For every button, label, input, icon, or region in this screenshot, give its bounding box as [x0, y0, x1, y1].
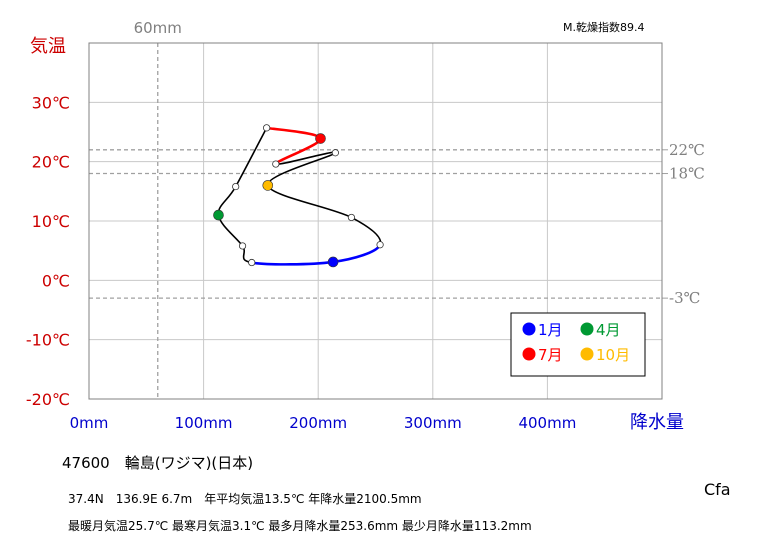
reference-lines: 60mm 22℃ 18℃ -3℃ [89, 19, 705, 399]
month-point [331, 149, 339, 157]
station-name: 47600 輪島(ワジマ)(日本) [62, 454, 254, 472]
legend-label: 1月 [538, 321, 563, 339]
legend-label: 4月 [596, 321, 621, 339]
curve-segment [351, 216, 382, 246]
x-tick-label: 200mm [289, 414, 347, 432]
curve-segment [266, 126, 322, 140]
ref-label-y: -3℃ [669, 289, 700, 307]
month-point-highlight [262, 180, 274, 191]
legend-marker [580, 322, 594, 336]
x-tick-label: 400mm [518, 414, 576, 432]
legend-marker [522, 322, 536, 336]
y-tick-label: 30℃ [32, 93, 70, 112]
plot-frame [88, 42, 663, 400]
curve-segment [234, 127, 268, 187]
y-tick-label: 10℃ [32, 212, 70, 231]
month-point [376, 241, 384, 249]
x-tick-label: 0mm [70, 414, 109, 432]
curve-segment [267, 184, 352, 219]
month-point [248, 258, 256, 267]
month-point [238, 242, 247, 250]
ref-label-y: 18℃ [669, 165, 705, 183]
legend: 1月 4月 7月 10月 [510, 312, 646, 377]
curve-segment [332, 243, 382, 264]
y-axis-label: 気温 [30, 36, 66, 57]
y-tick-label: -10℃ [26, 331, 70, 350]
month-point [232, 182, 240, 191]
ref-label-y: 22℃ [669, 141, 705, 159]
koppen-classification: Cfa [704, 480, 731, 499]
month-point [347, 213, 356, 222]
y-tick-label: -20℃ [26, 390, 70, 409]
month-point [272, 160, 280, 168]
legend-marker [580, 347, 594, 361]
legend-label: 10月 [596, 346, 630, 364]
month-points [213, 124, 384, 268]
x-tick-label: 300mm [404, 414, 462, 432]
month-point [263, 124, 271, 132]
month-point-highlight [213, 209, 224, 221]
y-tick-label: 0℃ [42, 271, 70, 290]
station-stats-line-2: 最暖月気温25.7℃ 最寒月気温3.1℃ 最多月降水量253.6mm 最少月降水… [68, 519, 532, 533]
curve-segment [266, 152, 337, 186]
ref-label-x: 60mm [134, 19, 182, 37]
month-point-highlight [315, 133, 326, 144]
curve-segment [251, 260, 334, 266]
x-axis-label: 降水量 [630, 412, 684, 433]
y-tick-label: 20℃ [32, 153, 70, 172]
station-stats-line-1: 37.4N 136.9E 6.7m 年平均気温13.5℃ 年降水量2100.5m… [68, 492, 422, 506]
legend-label: 7月 [538, 346, 563, 364]
legend-box [510, 312, 646, 377]
legend-marker [522, 347, 536, 361]
month-point-highlight [327, 256, 339, 268]
dryness-index: M.乾燥指数89.4 [563, 21, 645, 34]
x-tick-label: 100mm [175, 414, 233, 432]
curve-segment [217, 214, 244, 247]
